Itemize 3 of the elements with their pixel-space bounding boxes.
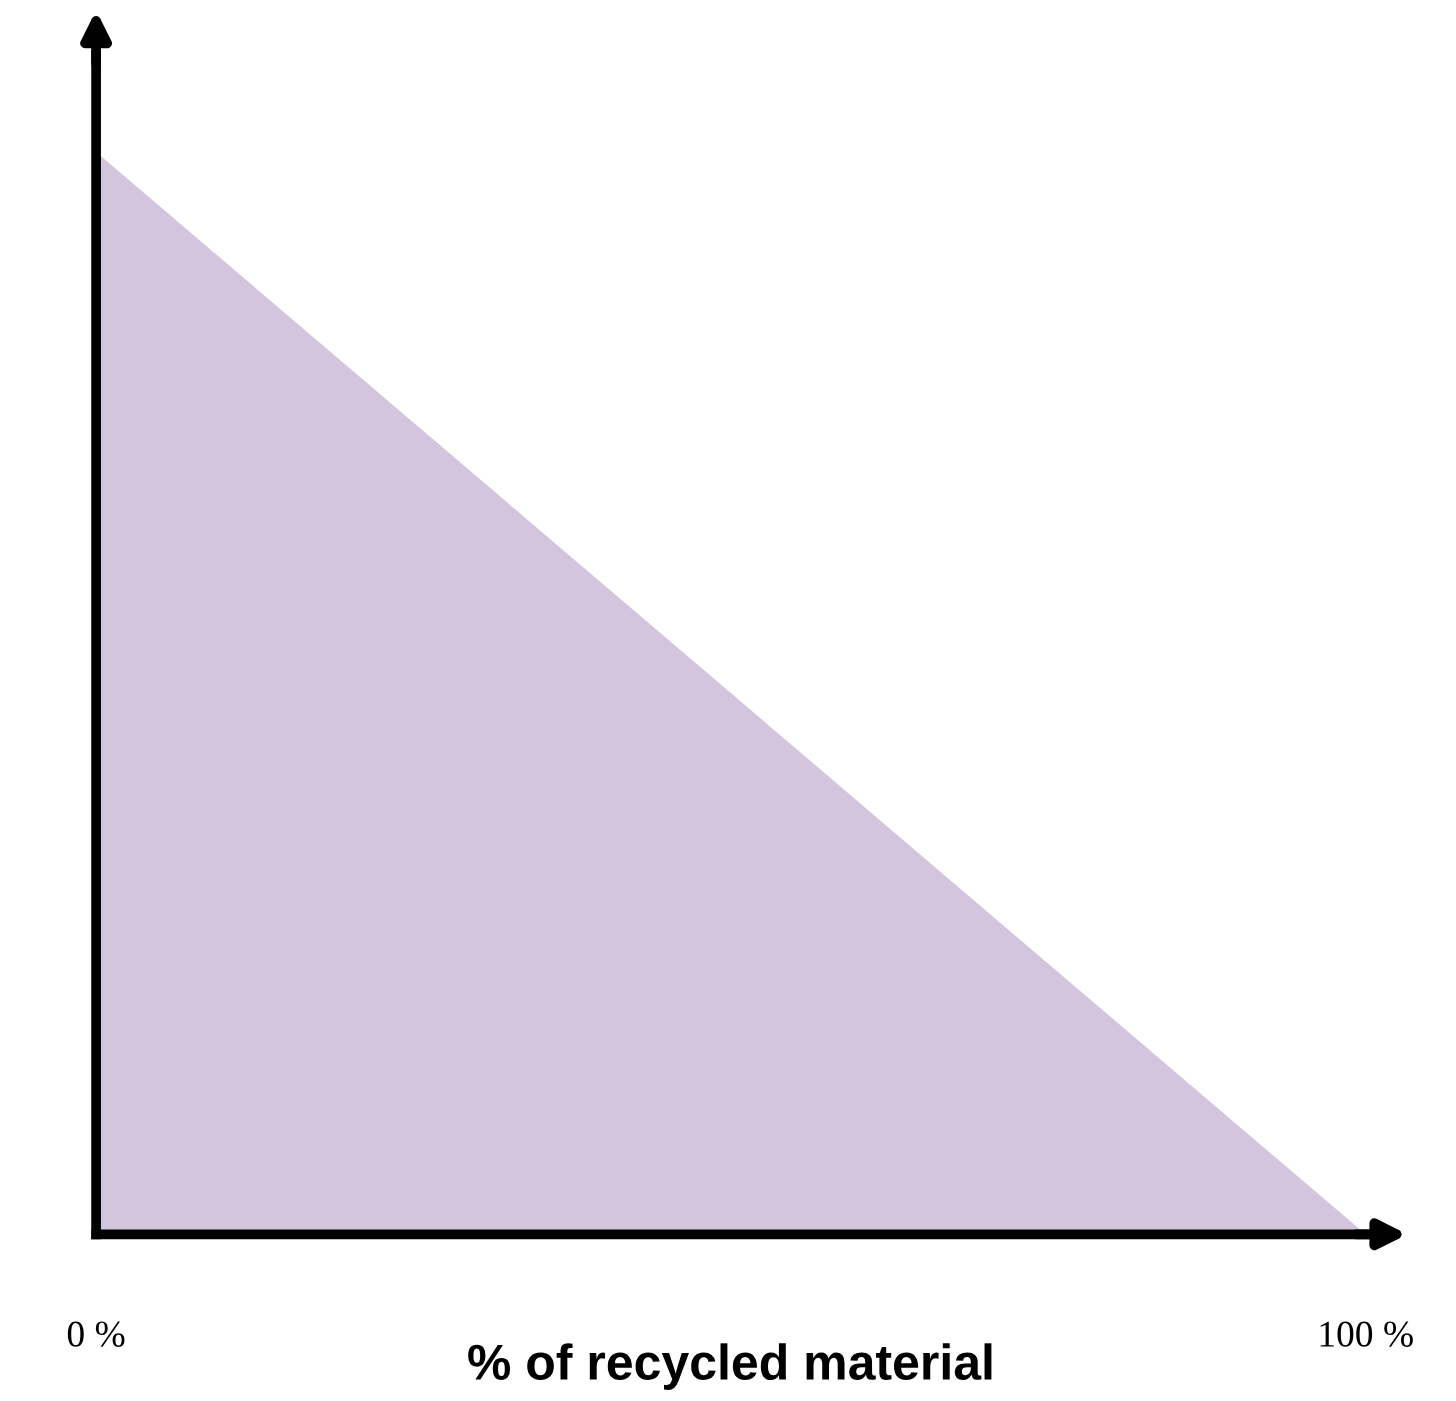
x-axis-title: % of recycled material xyxy=(468,1343,992,1390)
x-tick-label: 100 % xyxy=(1320,1321,1413,1347)
x-tick-label: 0 % xyxy=(67,1321,125,1347)
